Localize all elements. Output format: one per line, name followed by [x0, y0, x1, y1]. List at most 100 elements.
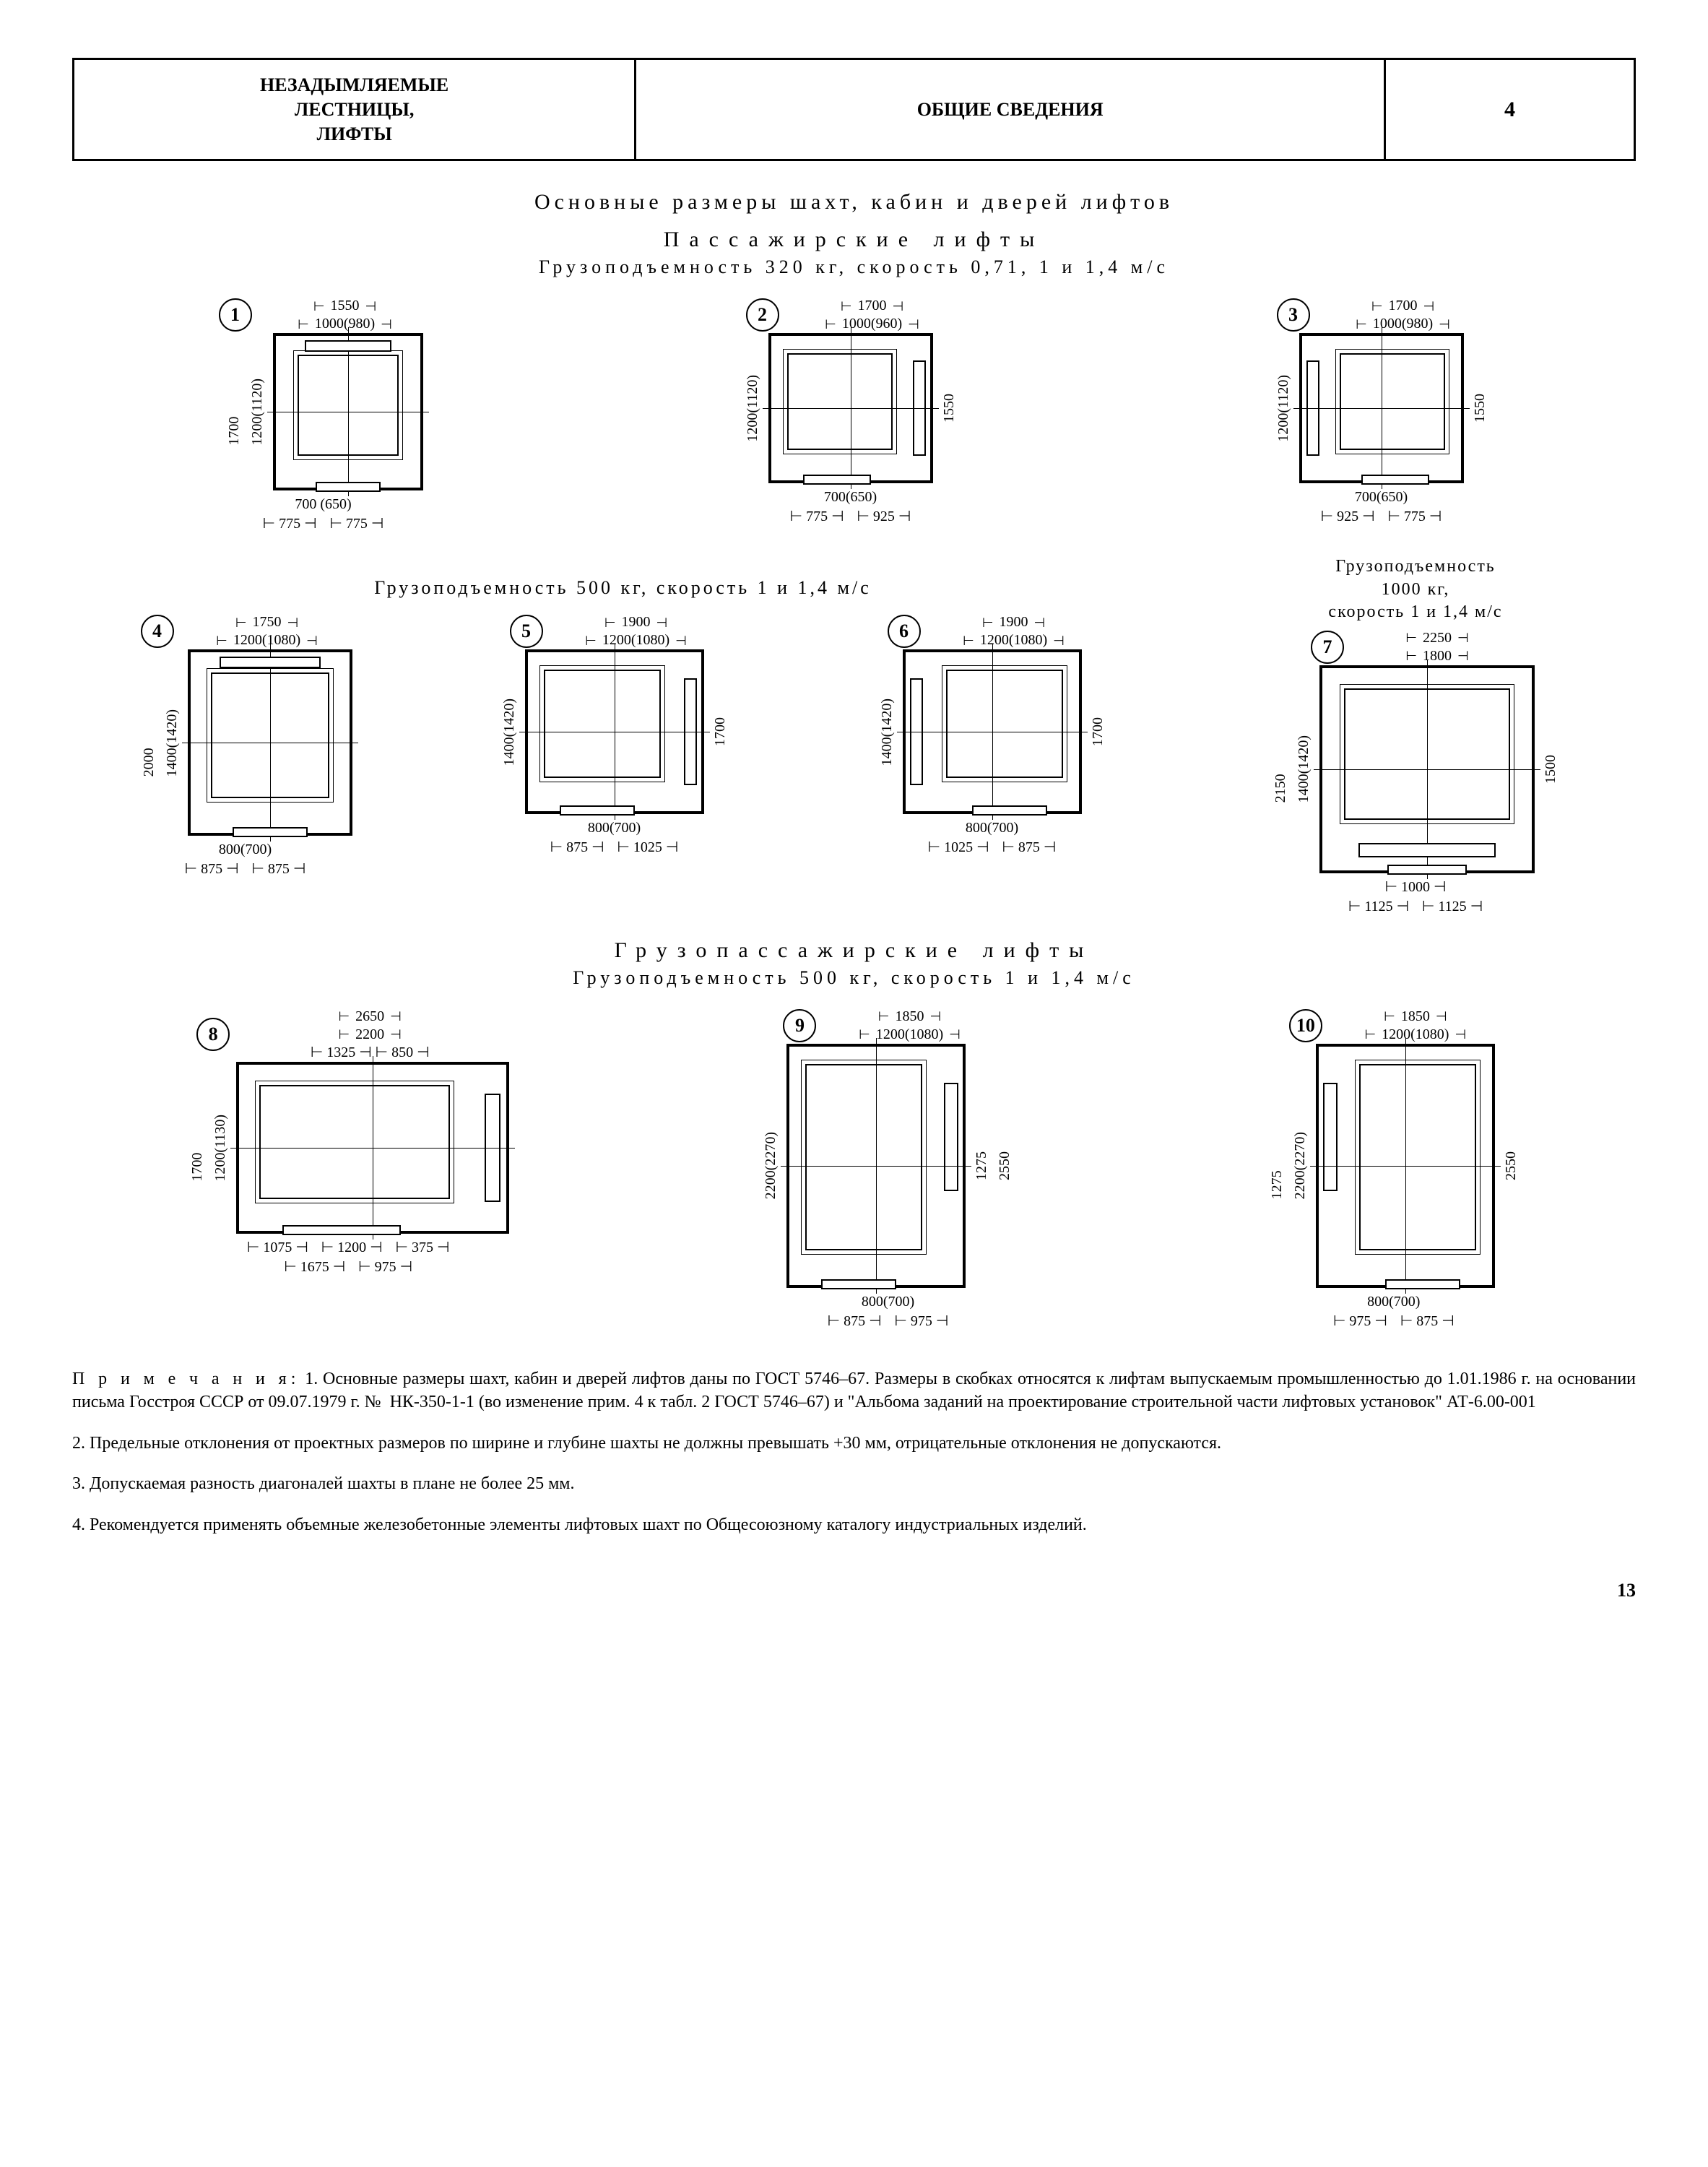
hdr-l3: ЛИФТЫ	[317, 124, 392, 144]
diagram-2: 2 1700 1000(960) 1200(1120) 1550 700(650…	[742, 297, 959, 527]
rv-out: 1700	[1088, 717, 1108, 746]
header-table: НЕЗАДЫМЛЯЕМЫЕ ЛЕСТНИЦЫ, ЛИФТЫ ОБЩИЕ СВЕД…	[72, 58, 1636, 161]
top-dim2: 1200(1080)	[216, 631, 318, 649]
diagram-6: 6 1900 1200(1080) 1400(1420) 17	[877, 613, 1108, 857]
top-dim1: 1850	[878, 1008, 941, 1026]
bL: 1025	[928, 838, 989, 857]
lv-out: 2150	[1270, 735, 1291, 803]
bR: 775	[1388, 507, 1442, 527]
lv-in: 1400(1420)	[162, 709, 182, 777]
shaft-box	[786, 1044, 966, 1288]
top-dim2: 2200	[338, 1026, 401, 1044]
top-dim2: 1200(1080)	[585, 631, 687, 649]
top-dim3b: 850	[376, 1044, 430, 1060]
shaft-box	[525, 649, 704, 814]
top-dim2: 1200(1080)	[963, 631, 1065, 649]
note-2: 2. Предельные отклонения от проектных ра…	[72, 1432, 1636, 1455]
section1-title: Пассажирские лифты	[72, 228, 1636, 252]
notes-block: П р и м е ч а н и я: 1. Основные размеры…	[72, 1367, 1636, 1536]
hdr-l2: ЛЕСТНИЦЫ,	[295, 99, 415, 120]
lv-out: 1700	[224, 379, 244, 446]
g1000-l3: скорость 1 и 1,4 м/с	[1328, 602, 1502, 621]
row-2: Грузоподъемность 500 кг, скорость 1 и 1,…	[72, 555, 1636, 917]
diagram-7: 7 2250 1800 2150 1400(1420) 1500	[1270, 629, 1561, 917]
bL: 775	[790, 507, 844, 527]
lv-out: 2200(2270)	[760, 1132, 781, 1199]
notes-lead: П р и м е ч а н и я:	[72, 1370, 300, 1388]
diag-num: 6	[888, 615, 921, 648]
bL: 1075	[247, 1238, 308, 1258]
diagram-8: 8 2650 2200 1325 850 1700 1200(1130)	[187, 1008, 509, 1277]
rv2: 2550	[1501, 1151, 1521, 1180]
top-dim2: 1800	[1405, 647, 1468, 665]
diagram-5: 5 1900 1200(1080) 1400(1420) 17	[499, 613, 730, 857]
group-1000: Грузоподъемность 1000 кг, скорость 1 и 1…	[1195, 555, 1636, 917]
lv-out: 2000	[139, 709, 159, 777]
lv-in: 1400(1420)	[499, 698, 519, 766]
note-4: 4. Рекомендуется применять объемные желе…	[72, 1513, 1636, 1536]
door-dim: 700(650)	[1321, 488, 1442, 507]
rv2: 2550	[994, 1151, 1015, 1180]
header-col1: НЕЗАДЫМЛЯЕМЫЕ ЛЕСТНИЦЫ, ЛИФТЫ	[74, 59, 636, 160]
bR: 375	[396, 1238, 450, 1258]
diag-num: 8	[196, 1018, 230, 1051]
top-dim3a: 1325	[311, 1044, 372, 1060]
door-dim: 1000	[1385, 878, 1447, 897]
bR: 925	[857, 507, 911, 527]
diag-num: 2	[746, 298, 779, 332]
door-dim: 800(700)	[928, 818, 1057, 838]
top-dim1: 1700	[841, 297, 903, 315]
top-dim2: 1000(980)	[1356, 315, 1450, 333]
group-500-sub: Грузоподъемность 500 кг, скорость 1 и 1,…	[72, 577, 1174, 599]
diag-num: 10	[1289, 1009, 1322, 1042]
diag-num: 4	[141, 615, 174, 648]
g1000-l2: 1000 кг,	[1382, 580, 1450, 599]
rv-out: 1550	[1470, 394, 1490, 423]
row-3: 8 2650 2200 1325 850 1700 1200(1130)	[72, 1008, 1636, 1331]
top-dim1: 1900	[982, 613, 1045, 631]
note-1: 1. Основные размеры шахт, кабин и дверей…	[72, 1370, 1636, 1411]
shaft-box	[188, 649, 352, 836]
door-dim: 700 (650)	[263, 495, 384, 514]
top-dim1: 1900	[604, 613, 667, 631]
diagram-3: 3 1700 1000(980) 1200(1120) 1550 700(650…	[1273, 297, 1490, 527]
bL: 775	[263, 514, 317, 534]
door-dim: 800(700)	[185, 840, 306, 860]
lv-in: 1400(1420)	[877, 698, 897, 766]
lv-in: 1200(1120)	[247, 379, 267, 446]
bL: 875	[185, 860, 239, 879]
shaft-box	[1299, 333, 1464, 483]
section1-sub: Грузоподъемность 320 кг, скорость 0,71, …	[72, 256, 1636, 278]
note-3: 3. Допускаемая разность диагоналей шахты…	[72, 1472, 1636, 1495]
shaft-box	[236, 1062, 509, 1234]
top-dim1: 2250	[1405, 629, 1468, 647]
bR: 875	[1400, 1312, 1455, 1331]
diag-num: 9	[783, 1009, 816, 1042]
section2-title: Грузопассажирские лифты	[72, 938, 1636, 963]
top-dim1: 1850	[1384, 1008, 1447, 1026]
door-dim: 800(700)	[828, 1292, 949, 1312]
row-1: 1 1550 1000(980) 1700 1200(1120) 700 (65…	[72, 297, 1636, 534]
bR: 1025	[617, 838, 679, 857]
shaft-box	[768, 333, 933, 483]
diagram-4: 4 1750 1200(1080) 2000 1400(1420)	[139, 613, 352, 879]
shaft-box	[1316, 1044, 1495, 1288]
bL: 875	[550, 838, 604, 857]
bR: 875	[252, 860, 306, 879]
lv-out: 1700	[187, 1115, 207, 1182]
rv-out: 1550	[939, 394, 959, 423]
lv-out: 2200(2270)	[1290, 1132, 1310, 1199]
top-dim1: 2650	[338, 1008, 401, 1026]
top-dim1: 1700	[1371, 297, 1434, 315]
shaft-box	[273, 333, 423, 490]
bL: 1125	[1348, 897, 1409, 917]
hdr-l1: НЕЗАДЫМЛЯЕМЫЕ	[260, 74, 448, 95]
g1000-l1: Грузоподъемность	[1335, 557, 1496, 576]
bR: 775	[330, 514, 384, 534]
main-title: Основные размеры шахт, кабин и дверей ли…	[72, 190, 1636, 215]
lv-in: 1200(1130)	[210, 1115, 230, 1182]
bC: 1200	[321, 1238, 383, 1258]
top-dim2: 1200(1080)	[1364, 1026, 1466, 1044]
b2L: 1675	[284, 1258, 345, 1277]
bL: 975	[1333, 1312, 1387, 1331]
